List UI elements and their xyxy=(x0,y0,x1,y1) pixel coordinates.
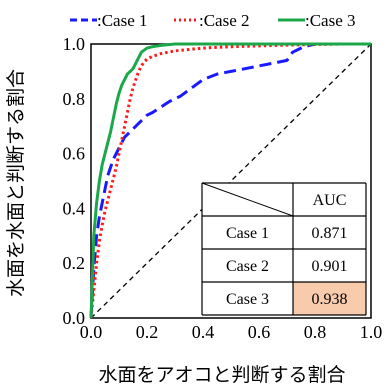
y-tick-label: 0.2 xyxy=(63,253,86,273)
x-tick-label: 0.8 xyxy=(304,322,327,342)
series-line-case-3 xyxy=(89,42,371,319)
legend: :Case 1 :Case 2 :Case 3 xyxy=(70,11,356,30)
auc-row-label: Case 2 xyxy=(226,258,269,275)
chance-diagonal-line xyxy=(90,43,372,319)
y-axis-label: 水面を水面と判断する割合 xyxy=(5,69,27,297)
x-tick-label: 0.0 xyxy=(80,322,103,342)
series-layer xyxy=(89,42,371,319)
y-tick-labels: 0.0 0.2 0.4 0.6 0.8 1.0 xyxy=(63,34,86,328)
x-tick-label: 0.4 xyxy=(192,322,215,342)
legend-label-case-1: :Case 1 xyxy=(97,11,148,30)
auc-corner-diagonal xyxy=(201,182,294,217)
x-tick-label: 1.0 xyxy=(360,322,383,342)
auc-row-value: 0.901 xyxy=(312,258,348,275)
legend-label-case-2: :Case 2 xyxy=(199,11,250,30)
x-tick-labels: 0.0 0.2 0.4 0.6 0.8 1.0 xyxy=(80,322,383,342)
auc-highlight-cell xyxy=(293,282,366,315)
y-tick-label: 1.0 xyxy=(63,34,86,54)
auc-row-value: 0.938 xyxy=(312,291,348,308)
legend-label-case-3: :Case 3 xyxy=(305,11,356,30)
y-tick-label: 0.4 xyxy=(63,198,86,218)
x-tick-label: 0.6 xyxy=(248,322,271,342)
auc-row-value: 0.871 xyxy=(312,225,348,242)
auc-row-label: Case 1 xyxy=(226,225,269,242)
auc-table: AUC Case 1 0.871 Case 2 0.901 Case 3 0.938 xyxy=(201,182,367,316)
series-line-case-1 xyxy=(89,42,371,319)
x-tick-label: 0.2 xyxy=(136,322,159,342)
x-axis-label: 水面をアオコと判断する割合 xyxy=(98,364,345,386)
auc-row-label: Case 3 xyxy=(226,291,269,308)
y-tick-label: 0.0 xyxy=(63,308,86,328)
y-tick-label: 0.6 xyxy=(63,144,86,164)
y-tick-label: 0.8 xyxy=(63,89,86,109)
auc-header: AUC xyxy=(313,192,347,209)
series-line-case-2 xyxy=(89,42,371,319)
